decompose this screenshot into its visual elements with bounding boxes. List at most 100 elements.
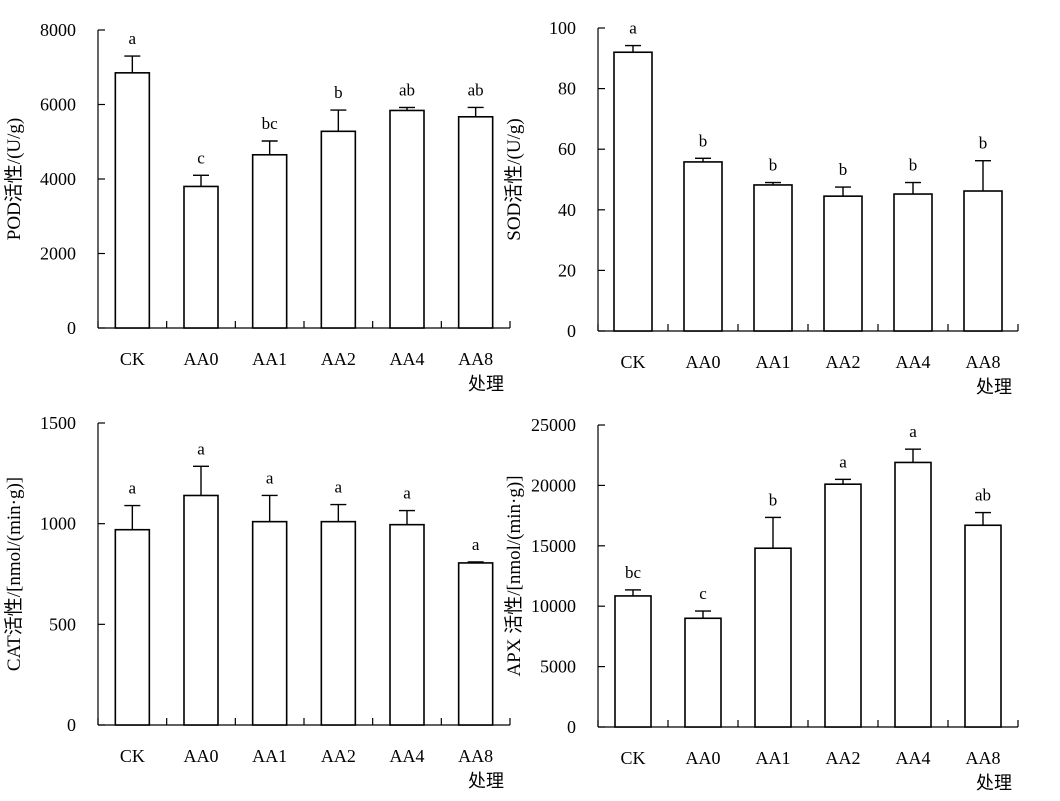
y-tick-label: 40	[558, 200, 576, 220]
y-tick-label: 10000	[531, 596, 576, 616]
bar	[251, 520, 288, 726]
x-axis-title: 处理	[468, 771, 504, 791]
significance-label: b	[769, 156, 778, 175]
y-tick-label: 500	[49, 614, 76, 634]
y-tick-label: 0	[567, 717, 576, 737]
bar	[457, 562, 494, 726]
significance-label: a	[909, 422, 917, 441]
bar	[614, 595, 652, 728]
x-tick-label: AA0	[184, 349, 219, 369]
y-tick-label: 0	[567, 321, 576, 341]
x-tick-label: AA2	[321, 746, 356, 766]
x-tick-label: AA1	[252, 349, 287, 369]
significance-label: ab	[975, 486, 991, 505]
x-tick-label: AA8	[458, 746, 493, 766]
significance-label: b	[909, 156, 918, 175]
bar	[114, 72, 151, 329]
bar	[320, 520, 357, 726]
y-tick-label: 2000	[40, 244, 76, 264]
bar	[183, 185, 219, 329]
significance-label: a	[472, 535, 480, 554]
x-tick-label: AA0	[184, 746, 219, 766]
significance-label: a	[629, 19, 637, 38]
x-tick-label: AA1	[756, 352, 791, 372]
x-tick-label: AA8	[458, 349, 493, 369]
x-tick-label: AA4	[390, 746, 425, 766]
y-tick-label: 1000	[40, 514, 76, 534]
significance-label: a	[266, 468, 274, 487]
x-tick-label: AA1	[252, 746, 287, 766]
significance-label: ab	[399, 80, 415, 99]
y-tick-label: 60	[558, 139, 576, 159]
bar	[114, 528, 151, 726]
y-tick-label: 0	[67, 715, 76, 735]
x-axis-title: 处理	[976, 773, 1012, 793]
bar	[684, 617, 722, 728]
significance-label: b	[699, 131, 708, 150]
y-tick-label: 8000	[40, 20, 76, 40]
bar	[457, 115, 494, 329]
bar	[251, 153, 288, 329]
bar	[963, 190, 1003, 332]
y-tick-label: 20	[558, 260, 576, 280]
significance-label: a	[335, 478, 343, 497]
y-tick-label: 80	[558, 79, 576, 99]
x-tick-label: AA1	[756, 748, 791, 768]
significance-label: a	[839, 452, 847, 471]
significance-label: a	[403, 484, 411, 503]
y-axis-title: POD活性/(U/g)	[3, 118, 25, 240]
significance-label: b	[334, 83, 343, 102]
x-tick-label: AA2	[321, 349, 356, 369]
y-tick-label: 100	[549, 18, 576, 38]
y-tick-label: 0	[67, 318, 76, 338]
y-tick-label: 25000	[531, 415, 576, 435]
x-tick-label: CK	[120, 349, 145, 369]
x-tick-label: AA4	[896, 352, 931, 372]
x-tick-label: AA0	[686, 748, 721, 768]
y-tick-label: 4000	[40, 169, 76, 189]
bar	[613, 51, 653, 332]
bar	[823, 195, 863, 332]
x-tick-label: AA8	[966, 352, 1001, 372]
bar	[683, 161, 723, 332]
bar	[389, 523, 425, 726]
y-axis-title: SOD活性/(U/g)	[503, 118, 525, 240]
y-axis-title: CAT活性/[nmol/(min·g)]	[3, 477, 25, 671]
bar	[894, 461, 932, 728]
significance-label: b	[979, 134, 988, 153]
significance-label: bc	[625, 563, 642, 582]
significance-label: c	[197, 148, 205, 167]
chart-panel-pod: 0 2000 4000 6000 8000 a CK c AA0 bc AA1 b AA2 ab AA4 ab…	[3, 20, 511, 394]
y-tick-label: 5000	[540, 657, 576, 677]
significance-label: ab	[468, 80, 484, 99]
y-tick-label: 6000	[40, 95, 76, 115]
x-tick-label: CK	[620, 748, 645, 768]
bar	[753, 184, 793, 332]
y-tick-label: 1500	[40, 413, 76, 433]
x-tick-label: AA4	[390, 349, 425, 369]
bar	[824, 483, 862, 728]
chart-panel-cat: 0 500 1000 1500 a CK a AA0 a AA1 a AA2 a AA4 a AA8 处理 CAT…	[3, 413, 511, 791]
chart-panel-apx: 0 5000 10000 15000 20000 25000 bc CK c AA0 b AA1 a AA…	[503, 415, 1019, 793]
significance-label: b	[769, 490, 778, 509]
y-tick-label: 15000	[531, 536, 576, 556]
chart-panel-sod: 0 20 40 60 80 100 a CK b AA0 b AA1 b AA2 b AA4 b AA8 处理 SOD…	[503, 18, 1019, 397]
y-tick-label: 20000	[531, 475, 576, 495]
y-axis-title: APX 活性/[nmol/(min·g)]	[503, 475, 525, 676]
bar	[964, 524, 1002, 728]
significance-label: a	[197, 439, 205, 458]
x-axis-title: 处理	[468, 374, 504, 394]
x-tick-label: AA0	[686, 352, 721, 372]
bar	[754, 547, 792, 728]
x-tick-label: CK	[620, 352, 645, 372]
x-tick-label: AA4	[896, 748, 931, 768]
significance-label: b	[839, 160, 848, 179]
significance-label: a	[129, 29, 137, 48]
x-tick-label: AA2	[826, 352, 861, 372]
bar	[183, 494, 219, 726]
significance-label: a	[129, 479, 137, 498]
significance-label: bc	[262, 114, 279, 133]
x-tick-label: AA8	[966, 748, 1001, 768]
x-tick-label: AA2	[826, 748, 861, 768]
